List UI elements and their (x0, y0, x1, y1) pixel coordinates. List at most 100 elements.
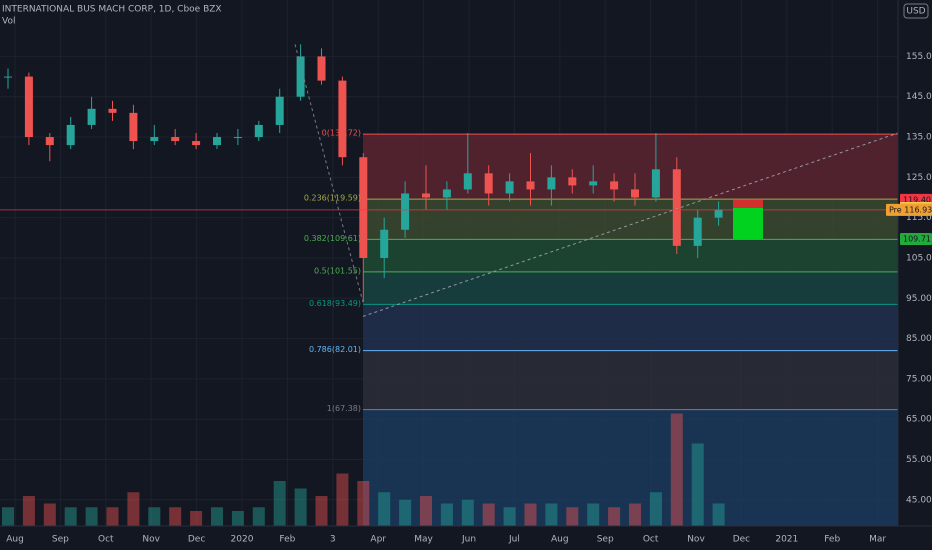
volume-bar (587, 503, 600, 526)
x-tick-label: Feb (824, 535, 840, 545)
candle-body (24, 76, 33, 138)
candle-body (401, 193, 410, 230)
candle-body (484, 173, 493, 194)
x-tick-label: Dec (733, 535, 750, 545)
y-tick-label: 155.00 (906, 52, 932, 62)
volume-bar (127, 492, 140, 526)
y-tick-label: 75.00 (906, 374, 932, 384)
retracement-line (294, 44, 364, 303)
volume-bar (357, 481, 370, 526)
fib-label: 0.382(109.61) (304, 234, 361, 243)
candle-body (66, 124, 75, 146)
y-tick-label: 125.00 (906, 173, 932, 183)
position-target (733, 207, 763, 239)
chart-title: INTERNATIONAL BUS MACH CORP, 1D, Cboe BZ… (2, 5, 222, 15)
candle-body (4, 76, 12, 78)
volume-bar (64, 507, 77, 526)
candle-body (672, 169, 681, 246)
volume-bar (169, 507, 182, 526)
fib-label: 0.786(82.01) (309, 345, 361, 354)
fib-label: 0.618(93.49) (309, 299, 361, 308)
volume-bar (629, 503, 641, 526)
candle-body (317, 56, 326, 81)
candle-body (129, 112, 138, 142)
fib-band (363, 350, 898, 410)
candle-body (87, 108, 96, 125)
fib-band (363, 239, 898, 272)
currency[interactable]: USD (906, 7, 925, 17)
fib-label: 0.236(119.59) (304, 194, 361, 203)
price-tag-label: 109.71 (903, 234, 931, 243)
volume-bar (503, 507, 516, 526)
candle-body (45, 137, 54, 146)
volume-bar (148, 507, 161, 526)
fib-band (363, 271, 898, 305)
x-tick-label: Nov (142, 535, 160, 545)
price-tag-label: Pre 116.93 (889, 205, 932, 214)
volume-bar (461, 499, 474, 526)
price-tag (900, 232, 932, 245)
volume-bar (231, 511, 244, 526)
volume-bar (608, 507, 621, 526)
fib-band (363, 199, 898, 240)
volume-bar (2, 507, 14, 526)
y-tick-label: 95.00 (906, 294, 932, 304)
x-tick-label: Jul (508, 535, 520, 545)
x-tick-label: May (414, 535, 433, 545)
volume-bar (252, 507, 265, 526)
candle-body (254, 124, 263, 138)
y-tick-label: 85.00 (906, 334, 932, 344)
volume-bar (315, 496, 328, 526)
volume-bar (566, 507, 579, 526)
fib-label: 1(67.38) (327, 404, 361, 413)
x-tick-label: Oct (643, 535, 659, 545)
fib-band (363, 409, 898, 526)
candle-body (213, 137, 221, 146)
volume-bar (399, 499, 412, 526)
volume-bar (545, 503, 558, 526)
candle-body (442, 189, 451, 198)
x-tick-label: Nov (687, 535, 705, 545)
y-tick-label: 115.00 (906, 213, 932, 223)
y-tick-label: 45.00 (906, 495, 932, 505)
fib-band (363, 134, 898, 200)
volume-bar (378, 492, 391, 526)
candle-body (359, 157, 368, 258)
y-tick-label: 65.00 (906, 415, 932, 425)
candle-body (296, 56, 305, 97)
volume-bar (649, 492, 662, 526)
volume-bar (43, 503, 56, 526)
volume-bar (420, 496, 432, 526)
currency-box[interactable] (903, 3, 929, 19)
volume-bar (691, 443, 704, 526)
x-tick-label: Jun (461, 535, 476, 545)
volume-label: Vol (2, 17, 15, 27)
y-tick-label: 135.00 (906, 133, 932, 143)
volume-bar (336, 473, 349, 526)
candle-body (568, 177, 577, 186)
candle-body (589, 181, 598, 186)
x-tick-label: Mar (869, 535, 886, 545)
candle-body (338, 80, 347, 158)
candle-body (714, 209, 723, 218)
volume-bar (211, 507, 223, 526)
x-tick-label: Dec (188, 535, 205, 545)
position-stop (733, 199, 763, 208)
volume-bar (273, 481, 286, 526)
candle-body (505, 181, 514, 194)
x-tick-label: Aug (6, 535, 24, 545)
y-tick-label: 105.00 (906, 253, 932, 263)
fib-band (363, 304, 898, 351)
volume-bar (482, 503, 495, 526)
volume-bar (106, 507, 119, 526)
volume-bar (85, 507, 98, 526)
candle-body (192, 141, 201, 146)
x-tick-label: Apr (370, 535, 386, 545)
x-tick-label: Aug (551, 535, 569, 545)
candle-body (526, 181, 535, 190)
candle-body (631, 189, 639, 198)
trend-line (362, 132, 899, 317)
volume-bar (524, 503, 537, 526)
volume-bar (712, 503, 725, 526)
